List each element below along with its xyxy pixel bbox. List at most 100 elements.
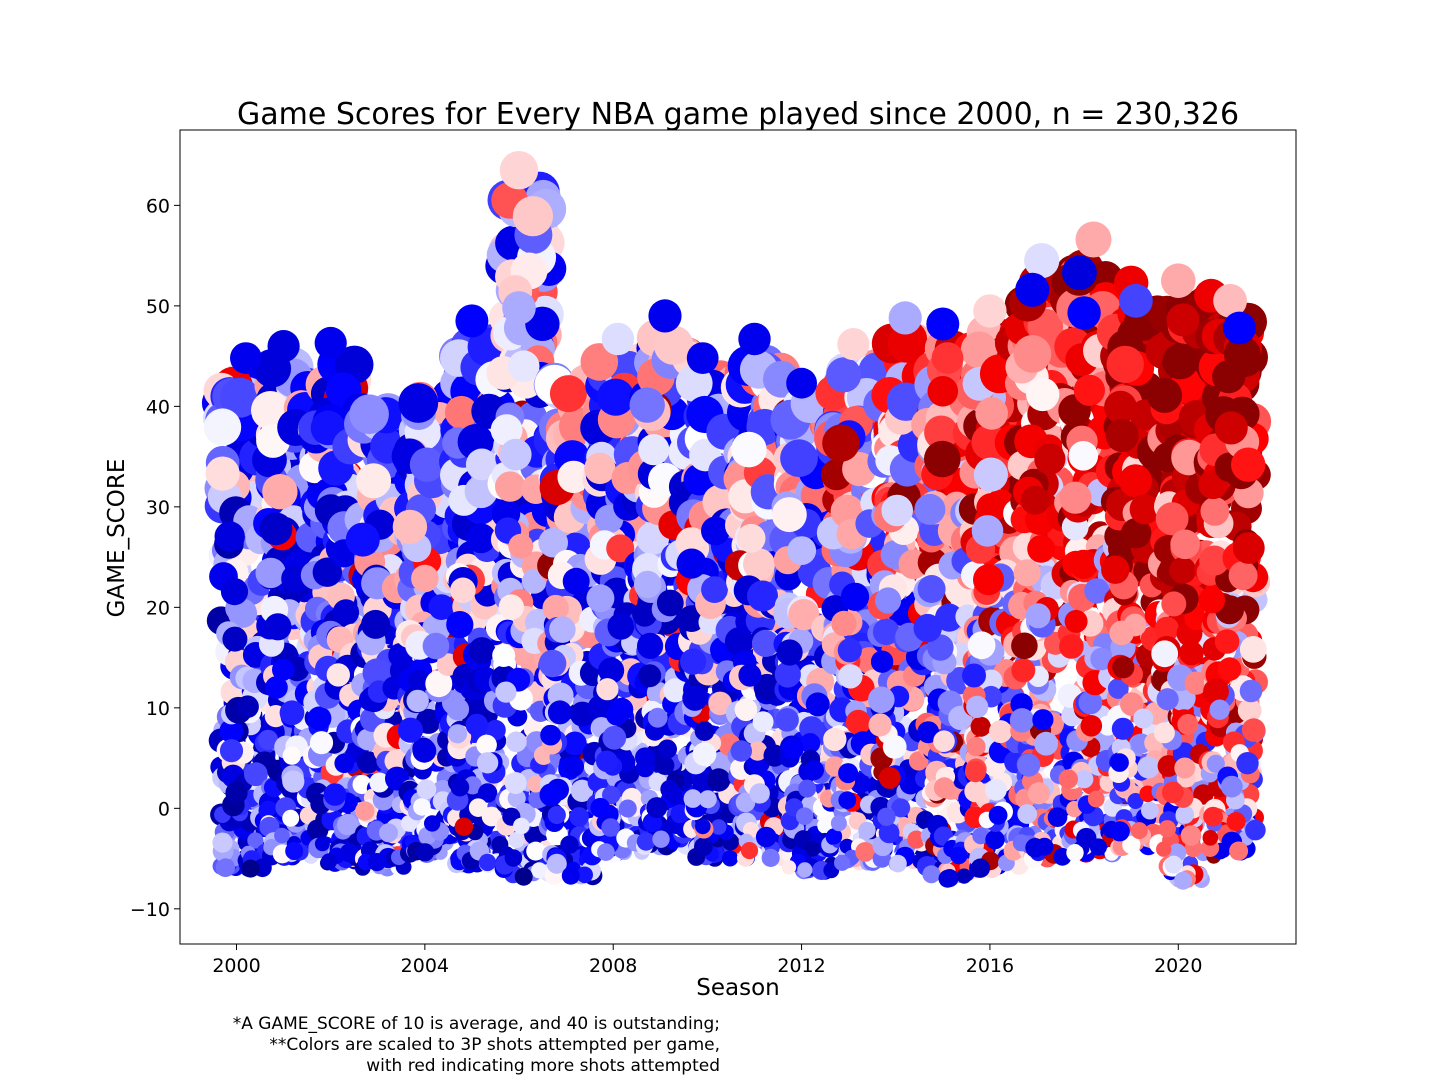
data-point [924,415,959,450]
data-point [738,663,762,687]
data-point [547,700,572,725]
data-point [205,456,240,491]
data-point [345,522,380,557]
data-point [255,557,286,589]
data-point [428,594,455,620]
data-point [466,523,496,554]
data-point [731,431,767,468]
data-point [1075,769,1094,789]
data-point [780,439,818,478]
data-point [546,853,567,874]
data-point [576,866,593,884]
data-point [683,463,716,496]
data-point [522,569,547,594]
data-point [1047,807,1068,827]
data-point [967,631,996,660]
data-point [966,737,986,757]
data-point [694,837,713,857]
data-point [1107,678,1129,699]
data-point [274,827,290,844]
data-point [1011,632,1038,660]
data-point [507,789,526,808]
data-point [657,739,677,759]
data-point [446,697,470,721]
data-point [476,752,499,774]
data-point [314,836,330,852]
data-point [1034,731,1058,756]
data-point [652,830,670,848]
data-point [504,772,527,794]
data-point [214,521,245,552]
data-point [597,843,615,861]
data-point [477,783,498,803]
data-point [1013,559,1041,587]
data-point [1112,656,1135,679]
data-point [638,664,662,688]
data-point [220,578,249,606]
data-point [962,663,986,688]
data-point [355,801,375,821]
data-point [454,817,474,836]
data-point [964,761,987,783]
data-point [646,797,668,819]
data-point [596,750,618,773]
data-point [755,826,777,848]
data-point [976,493,1006,523]
data-point [1109,821,1130,842]
data-point [747,741,768,761]
data-point [601,818,620,837]
data-point [282,770,305,793]
data-point [933,777,955,799]
data-point [326,663,350,687]
data-point [557,460,590,494]
data-point [798,779,817,798]
data-point [409,447,445,482]
data-point [507,350,540,383]
data-point [1009,708,1035,733]
data-point [1058,769,1079,789]
data-point [970,716,991,737]
data-point [339,843,359,863]
data-point [244,762,268,787]
data-point [695,818,711,835]
data-point [504,849,523,867]
data-point [408,669,431,693]
data-point [476,734,497,756]
data-point [1141,801,1159,820]
data-point [540,724,561,746]
data-point [666,788,683,805]
data-point [602,725,627,750]
data-point [985,830,1005,850]
data-point [236,695,259,718]
data-point [282,746,301,765]
data-point [989,720,1012,744]
data-point [1111,717,1134,740]
data-point [653,325,694,365]
data-point [975,397,1008,430]
data-point [309,731,334,755]
data-point [922,865,941,884]
data-point [882,735,907,759]
data-point [542,594,569,622]
data-point [332,599,360,626]
data-point [638,434,670,466]
data-point [539,783,563,807]
data-point [985,778,1007,801]
data-point [1078,690,1103,715]
data-point [722,850,739,867]
data-point [1122,835,1141,855]
data-point [570,779,594,802]
data-point [606,534,635,563]
data-point [222,626,248,652]
data-point [774,661,801,688]
data-point [1025,603,1051,629]
data-point [337,813,359,836]
data-point [752,711,774,733]
data-point [602,785,621,805]
data-point [531,862,548,879]
data-point [1175,805,1195,824]
data-point [680,648,707,675]
data-point [1059,634,1084,659]
data-point [549,616,576,643]
data-point [227,598,258,628]
